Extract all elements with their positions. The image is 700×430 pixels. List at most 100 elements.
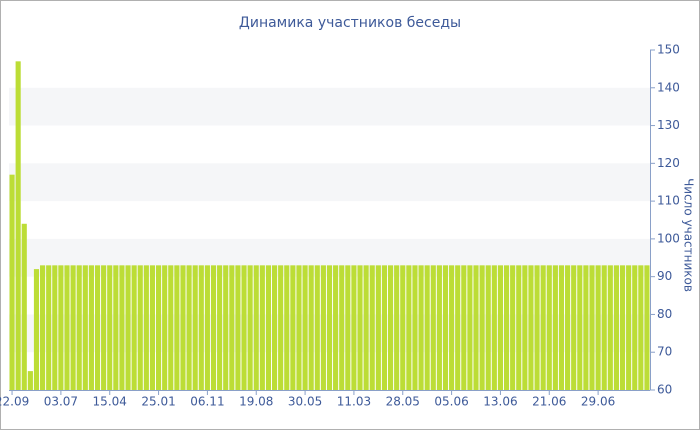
y-tick-label: 60: [657, 383, 672, 397]
bar: [534, 265, 540, 390]
bar: [503, 265, 510, 390]
bar: [516, 265, 522, 390]
bar: [308, 265, 314, 390]
bar: [595, 265, 601, 390]
bar: [125, 265, 131, 390]
bar: [558, 265, 565, 390]
bar: [21, 223, 27, 390]
bar: [223, 265, 229, 390]
bar: [156, 265, 162, 390]
bar: [571, 265, 577, 390]
bar: [345, 265, 351, 390]
x-tick-label: 21.06: [532, 395, 566, 409]
bar: [302, 265, 308, 390]
bar: [613, 265, 619, 390]
bar: [52, 265, 58, 390]
bar: [27, 371, 33, 390]
y-tick-label: 110: [657, 194, 680, 208]
bar: [626, 265, 632, 390]
bar: [430, 265, 436, 390]
bar: [107, 265, 113, 390]
bar: [528, 265, 534, 390]
bar: [217, 265, 223, 390]
bar: [33, 269, 40, 390]
bar: [485, 265, 491, 390]
bar: [82, 265, 88, 390]
x-tick-label: 13.06: [483, 395, 517, 409]
bar: [235, 265, 241, 390]
bar: [632, 265, 638, 390]
bar: [412, 265, 418, 390]
bar: [94, 265, 101, 390]
bar: [210, 265, 217, 390]
x-tick-label: 30.05: [288, 395, 322, 409]
x-tick-label: 06.11: [190, 395, 224, 409]
bar: [15, 61, 21, 390]
bar: [76, 265, 82, 390]
bar: [510, 265, 516, 390]
bar: [186, 265, 192, 390]
bar: [449, 265, 455, 390]
x-tick-label: 03.07: [44, 395, 78, 409]
y-tick-label: 120: [657, 156, 680, 170]
bar: [375, 265, 381, 390]
bar: [204, 265, 210, 390]
y-tick-label: 90: [657, 269, 672, 283]
bar: [607, 265, 613, 390]
bar: [229, 265, 235, 390]
bar: [577, 265, 583, 390]
bar: [113, 265, 119, 390]
bar: [565, 265, 571, 390]
bar: [546, 265, 552, 390]
bar: [339, 265, 345, 390]
bar: [265, 265, 272, 390]
bar: [271, 265, 278, 390]
x-tick-label: 28.05: [386, 395, 420, 409]
bar: [601, 265, 607, 390]
bar: [333, 265, 339, 390]
bar: [461, 265, 467, 390]
bar: [253, 265, 259, 390]
x-tick-label: 22.09: [0, 395, 29, 409]
bar: [143, 265, 149, 390]
bar: [70, 265, 76, 390]
x-tick-label: 11.03: [337, 395, 371, 409]
x-tick-label: 19.08: [239, 395, 273, 409]
bar: [619, 265, 626, 390]
grid-band: [9, 87, 650, 126]
bar: [363, 265, 369, 390]
bar: [540, 265, 546, 390]
bar: [278, 265, 284, 390]
bar: [400, 265, 406, 390]
bar: [168, 265, 174, 390]
bar: [522, 265, 528, 390]
bar: [436, 265, 442, 390]
bar: [320, 265, 326, 390]
bar: [491, 265, 497, 390]
x-tick-label: 29.06: [581, 395, 615, 409]
bar: [387, 265, 394, 390]
bar: [473, 265, 479, 390]
x-tick-label: 05.06: [434, 395, 468, 409]
bar: [296, 265, 302, 390]
bar: [638, 265, 644, 390]
bar: [424, 265, 430, 390]
bar: [418, 265, 424, 390]
bar: [101, 265, 107, 390]
bar: [259, 265, 265, 390]
bar: [479, 265, 485, 390]
y-axis-label: Число участников: [682, 178, 696, 292]
bar: [9, 174, 15, 390]
bar: [40, 265, 46, 390]
y-tick-label: 70: [657, 345, 672, 359]
bar: [583, 265, 589, 390]
x-tick-label: 15.04: [93, 395, 127, 409]
bar: [290, 265, 296, 390]
bar: [64, 265, 70, 390]
bar: [644, 265, 650, 390]
y-tick-label: 80: [657, 307, 672, 321]
bar: [314, 265, 320, 390]
y-tick-label: 150: [657, 43, 680, 57]
bar: [442, 265, 449, 390]
